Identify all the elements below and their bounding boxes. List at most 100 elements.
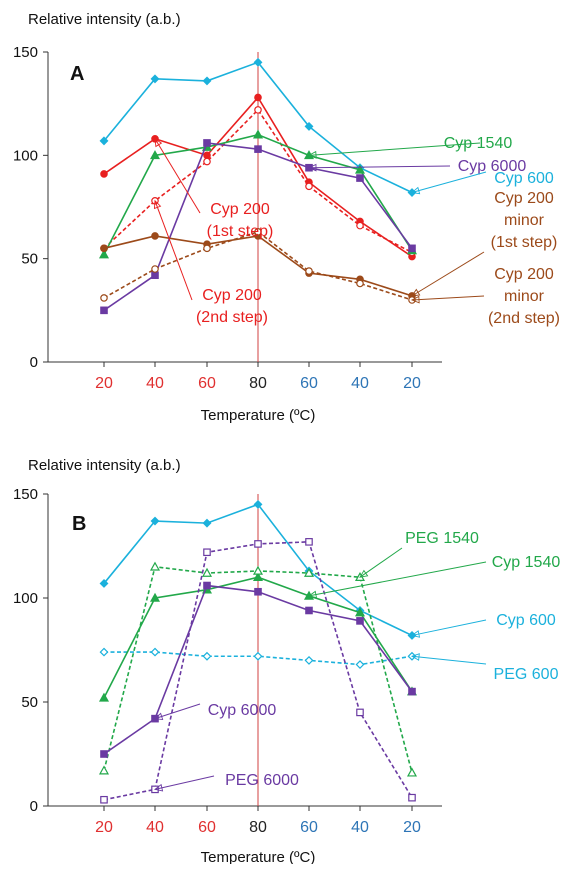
data-point (201, 567, 213, 577)
x-tick-label: 80 (249, 819, 267, 836)
annotation: Cyp 1540 (307, 554, 561, 599)
data-point (99, 136, 109, 146)
annotation-arrowhead (410, 186, 421, 195)
data-point (252, 129, 264, 139)
annotation-arrowhead (153, 712, 164, 721)
data-point (356, 279, 364, 288)
y-axis-title: Relative intensity (a.b.) (28, 457, 181, 474)
y-tick-label: 50 (21, 251, 38, 268)
annotation-leader (308, 561, 487, 597)
data-point (253, 651, 263, 661)
annotation-leader (154, 703, 201, 720)
data-point (356, 174, 364, 182)
data-point (202, 76, 212, 86)
data-point (305, 538, 313, 546)
x-tick-label: 40 (351, 375, 369, 392)
annotation: PEG 1540 (359, 530, 479, 578)
y-tick-label: 0 (30, 798, 38, 815)
annotation-arrowhead (153, 783, 164, 792)
data-point (305, 606, 313, 615)
data-point (98, 692, 110, 702)
data-point (100, 294, 108, 302)
data-point (408, 793, 416, 802)
data-point (100, 170, 108, 178)
data-point (151, 232, 159, 240)
annotation-label: (1st step) (491, 234, 558, 251)
data-point (149, 561, 161, 571)
series-peg-600 (99, 647, 417, 670)
annotation: Cyp 1540 (307, 135, 512, 159)
annotation-arrowhead (307, 150, 317, 159)
annotation-label: minor (504, 288, 545, 305)
annotation-leader (154, 200, 193, 301)
data-point (203, 139, 211, 147)
data-point (356, 708, 364, 717)
annotation-leader (154, 775, 215, 790)
x-tick-label: 20 (95, 375, 113, 392)
annotation-leader (359, 547, 403, 578)
data-point (100, 795, 108, 804)
data-point (202, 518, 212, 528)
x-tick-label: 20 (403, 375, 421, 392)
data-point (151, 265, 159, 273)
annotation: Cyp 600 (410, 612, 556, 638)
y-tick-label: 150 (13, 44, 38, 61)
annotation: Cyp 6000 (153, 702, 277, 721)
data-point (408, 244, 416, 253)
annotation: PEG 600 (410, 653, 559, 683)
annotation-arrowhead (410, 630, 421, 638)
data-point (356, 617, 364, 625)
x-axis-title: Temperature (ºC) (201, 849, 316, 864)
annotation-label: Cyp 600 (496, 612, 556, 629)
data-point (406, 767, 418, 777)
data-point (254, 228, 262, 236)
annotation: PEG 6000 (153, 772, 299, 792)
x-tick-label: 20 (403, 819, 421, 836)
annotation-arrowhead (153, 199, 162, 210)
x-tick-label: 40 (146, 819, 164, 836)
y-tick-label: 150 (13, 486, 38, 503)
data-point (99, 647, 109, 657)
x-tick-label: 20 (95, 819, 113, 836)
annotation-label: Cyp 6000 (208, 702, 277, 719)
data-point (354, 164, 366, 174)
data-point (203, 548, 211, 557)
annotation-arrowhead (410, 653, 420, 661)
annotation-label: (1st step) (207, 223, 274, 240)
data-point (254, 93, 262, 102)
annotation-label: Cyp 6000 (458, 158, 527, 175)
annotation-label: PEG 600 (494, 666, 559, 683)
x-tick-label: 60 (300, 375, 318, 392)
annotation-leader (308, 165, 451, 169)
y-tick-label: 50 (21, 694, 38, 711)
data-point (100, 244, 108, 253)
annotation-arrowhead (410, 295, 420, 304)
annotation-label: Cyp 200 (494, 266, 554, 283)
data-point (151, 271, 159, 280)
annotation-label: Cyp 200 (494, 190, 554, 207)
annotation-label: Cyp 1540 (492, 554, 561, 571)
y-tick-label: 100 (13, 590, 38, 607)
panel-label: A (70, 63, 84, 85)
x-tick-label: 40 (146, 375, 164, 392)
annotation-label: PEG 1540 (405, 530, 479, 547)
annotation-leader (411, 251, 485, 297)
data-point (252, 565, 264, 575)
annotation-arrowhead (411, 288, 421, 297)
annotation-leader (411, 655, 487, 665)
data-point (408, 687, 416, 696)
data-point (304, 655, 314, 665)
data-point (354, 607, 366, 617)
annotation: Cyp 200 (1st step) (154, 137, 274, 240)
annotation-label: (2nd step) (488, 310, 560, 327)
panel-a: Relative intensity (a.b.) 0 50 100 150 20 40 60… (13, 11, 560, 424)
data-point (99, 578, 109, 588)
data-point (252, 571, 264, 582)
data-point (355, 660, 365, 670)
data-point (203, 581, 211, 590)
annotation: Cyp 200 minor (2nd step) (410, 266, 560, 327)
data-point (254, 587, 262, 596)
data-point (305, 182, 313, 191)
